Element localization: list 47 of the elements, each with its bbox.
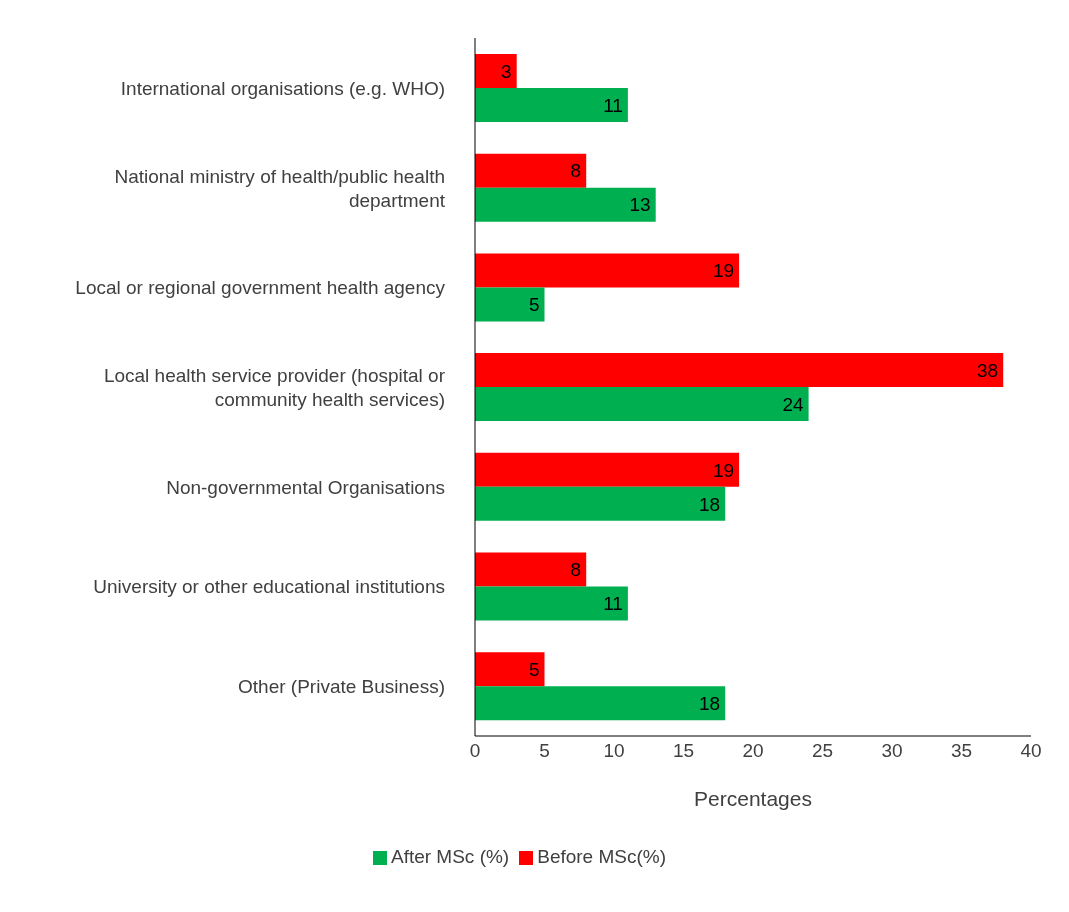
x-tick-label: 25 <box>811 740 834 762</box>
x-tick-label: 0 <box>469 740 481 762</box>
bar <box>475 253 740 288</box>
data-label: 8 <box>570 160 582 182</box>
y-tick-label: Other (Private Business) <box>238 675 445 697</box>
y-tick-label: University or other educational institutions <box>93 575 445 597</box>
y-tick-label: National ministry of health/public health department <box>114 165 446 211</box>
y-tick-label: Local health service provider (hospital or community health services) <box>103 364 446 410</box>
legend-label: After MSc (%) <box>390 846 510 867</box>
bar <box>475 686 726 721</box>
x-tick-label: 35 <box>950 740 973 762</box>
x-tick-label: 5 <box>539 740 550 762</box>
x-tick-label: 20 <box>742 740 764 762</box>
x-axis-title: Percentages <box>694 787 812 810</box>
bar <box>475 287 545 322</box>
data-label: 24 <box>782 393 805 415</box>
x-tick-label: 10 <box>603 740 625 762</box>
data-label: 11 <box>603 94 623 116</box>
bar <box>475 153 587 188</box>
bar <box>475 387 809 422</box>
y-tick-label: Non-governmental Organisations <box>166 476 445 498</box>
bar <box>475 353 1004 388</box>
data-label: 3 <box>501 60 512 82</box>
bar <box>475 552 587 587</box>
bar <box>475 53 517 88</box>
data-label: 13 <box>629 194 651 216</box>
data-label: 38 <box>977 359 999 381</box>
bar <box>475 187 656 222</box>
bar <box>475 486 726 521</box>
bar <box>475 652 545 687</box>
data-label: 19 <box>712 459 735 481</box>
bar <box>475 87 628 122</box>
bar <box>475 586 628 621</box>
x-tick-label: 15 <box>672 740 695 762</box>
data-label: 8 <box>570 559 582 581</box>
data-label: 5 <box>528 658 540 680</box>
x-tick-label: 30 <box>881 740 903 762</box>
y-tick-label: International organisations (e.g. WHO) <box>120 77 445 99</box>
data-label: 19 <box>712 260 735 282</box>
data-label: 18 <box>699 692 721 714</box>
x-tick-label: 40 <box>1020 740 1042 762</box>
data-label: 18 <box>699 493 721 515</box>
bar <box>475 452 740 487</box>
data-label: 11 <box>603 593 623 615</box>
y-tick-label: Local or regional government health agency <box>75 276 446 298</box>
data-label: 5 <box>528 294 540 316</box>
legend-label: Before MSc(%) <box>537 846 667 867</box>
